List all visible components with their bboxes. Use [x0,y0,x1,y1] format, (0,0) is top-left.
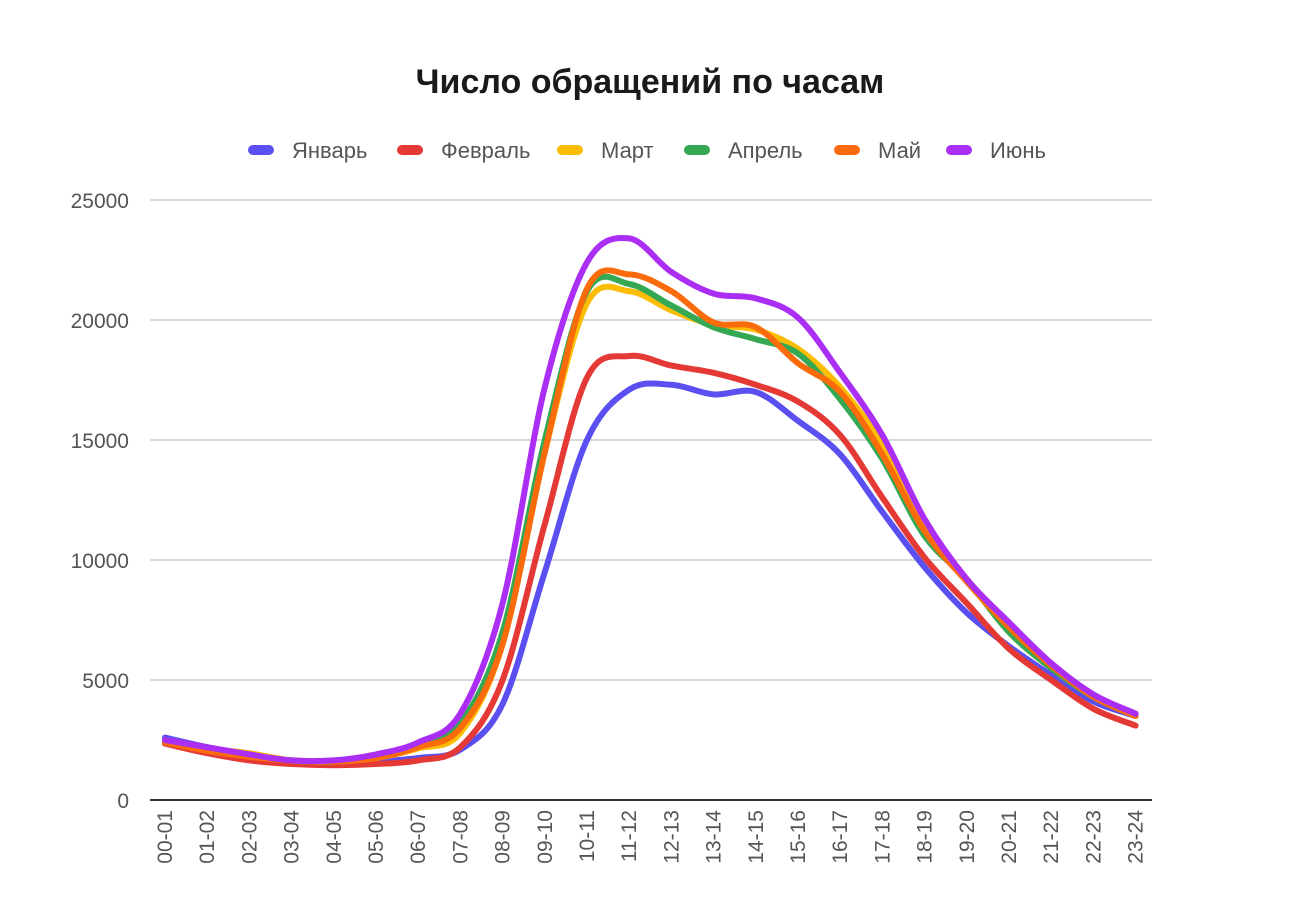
legend: Январь Февраль Март Апрель Май Июнь [248,138,1046,163]
x-tick-label: 17-18 [871,810,894,864]
y-tick-label: 15000 [71,430,129,453]
x-tick-label: 09-10 [534,810,557,864]
legend-swatch [397,145,423,155]
y-axis-ticks: 0 5000 10000 15000 20000 25000 [71,190,129,813]
legend-swatch [946,145,972,155]
x-tick-label: 10-11 [576,810,599,862]
x-tick-label: 23-24 [1125,810,1148,864]
series-line-5 [162,267,1139,765]
y-tick-label: 5000 [82,670,129,693]
x-tick-label: 12-13 [660,810,683,864]
legend-swatch [557,145,583,155]
x-tick-label: 21-22 [1040,810,1063,864]
x-axis-ticks: 00-01 01-02 02-03 03-04 04-05 05-06 06-07 07-08… [154,810,1148,864]
x-tick-label: 19-20 [956,810,979,864]
x-tick-label: 04-05 [323,810,346,864]
legend-label: Январь [292,138,367,163]
series-line-4 [162,273,1139,765]
y-tick-label: 20000 [71,310,129,333]
x-tick-label: 22-23 [1082,810,1105,864]
x-tick-label: 03-04 [281,810,304,864]
x-tick-label: 13-14 [703,810,726,864]
x-tick-label: 15-16 [787,810,810,864]
x-tick-label: 06-07 [407,810,430,864]
legend-label: Июнь [990,138,1046,163]
chart-title: Число обращений по часам [416,63,885,101]
legend-label: Март [601,138,654,163]
legend-label: Май [878,138,921,163]
x-tick-label: 05-06 [365,810,388,864]
legend-label: Февраль [441,138,530,163]
y-tick-label: 25000 [71,190,129,213]
x-tick-label: 07-08 [449,810,472,864]
legend-swatch [248,145,274,155]
legend-label: Апрель [728,138,803,163]
y-tick-label: 10000 [71,550,129,573]
y-tick-label: 0 [117,790,129,813]
legend-swatch [834,145,860,155]
x-tick-label: 18-19 [914,810,937,864]
x-tick-label: 02-03 [238,810,261,864]
gridlines [150,199,1152,681]
x-tick-label: 20-21 [998,810,1021,864]
legend-swatch [684,145,710,155]
series-line-2 [162,352,1139,769]
series-line-6 [162,234,1139,765]
x-tick-label: 01-02 [196,810,219,864]
x-tick-label: 16-17 [829,810,852,864]
x-tick-label: 00-01 [154,810,177,864]
series-lines [162,234,1139,769]
x-tick-label: 08-09 [492,810,515,864]
x-tick-label: 14-15 [745,810,768,864]
x-tick-label: 11-12 [618,810,641,862]
